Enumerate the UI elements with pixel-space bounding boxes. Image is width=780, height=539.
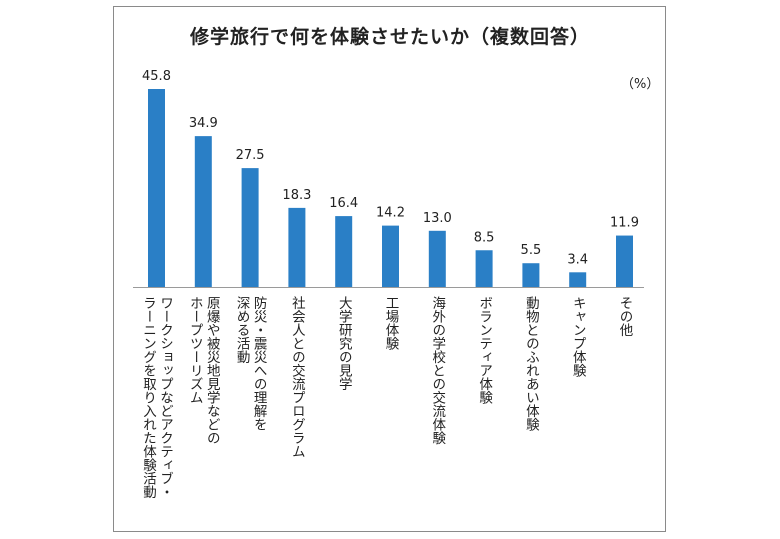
category-label: 原爆や被災地見学などの	[204, 296, 221, 445]
category-label: キャンプ体験	[570, 296, 587, 377]
category-label: その他	[617, 296, 634, 338]
bar	[428, 230, 446, 287]
bar	[194, 136, 212, 287]
bar	[335, 216, 353, 287]
data-label: 45.8	[142, 69, 171, 84]
data-label: 34.9	[189, 116, 218, 131]
bar	[241, 168, 259, 287]
bar	[616, 235, 633, 287]
data-label: 11.9	[610, 216, 639, 231]
category-label: ラーニングを取り入れた体験活動	[140, 296, 157, 500]
category-label: 防災・震災への理解を	[251, 296, 268, 431]
chart-title: 修学旅行で何を体験させたいか（複数回答）	[189, 26, 590, 48]
bar	[475, 250, 493, 287]
data-label: 16.4	[329, 196, 358, 211]
category-label: ホープツーリズム	[187, 296, 203, 404]
category-label: ワークショップなどアクティブ・	[157, 296, 173, 499]
bar	[288, 207, 306, 287]
category-label: 工場体験	[383, 296, 400, 350]
data-label: 18.3	[282, 188, 311, 203]
data-label: 27.5	[236, 148, 265, 163]
bar	[148, 89, 165, 287]
category-label: 深める活動	[234, 296, 251, 365]
data-label: 3.4	[567, 252, 588, 267]
bar	[522, 263, 540, 287]
data-label: 13.0	[423, 211, 452, 226]
unit-label: （%）	[621, 77, 660, 92]
bar	[569, 272, 587, 287]
data-label: 5.5	[521, 243, 542, 258]
chart-frame	[113, 6, 666, 532]
category-label: 動物とのふれあい体験	[523, 296, 540, 432]
category-label: 社会人との交流プログラム	[289, 296, 306, 458]
category-label: 大学研究の見学	[336, 296, 353, 391]
category-label: ボランティア体験	[476, 296, 493, 405]
data-label: 14.2	[376, 206, 405, 221]
data-label: 8.5	[474, 230, 495, 245]
category-label: 海外の学校との交流体験	[429, 296, 446, 445]
bar	[382, 225, 399, 287]
